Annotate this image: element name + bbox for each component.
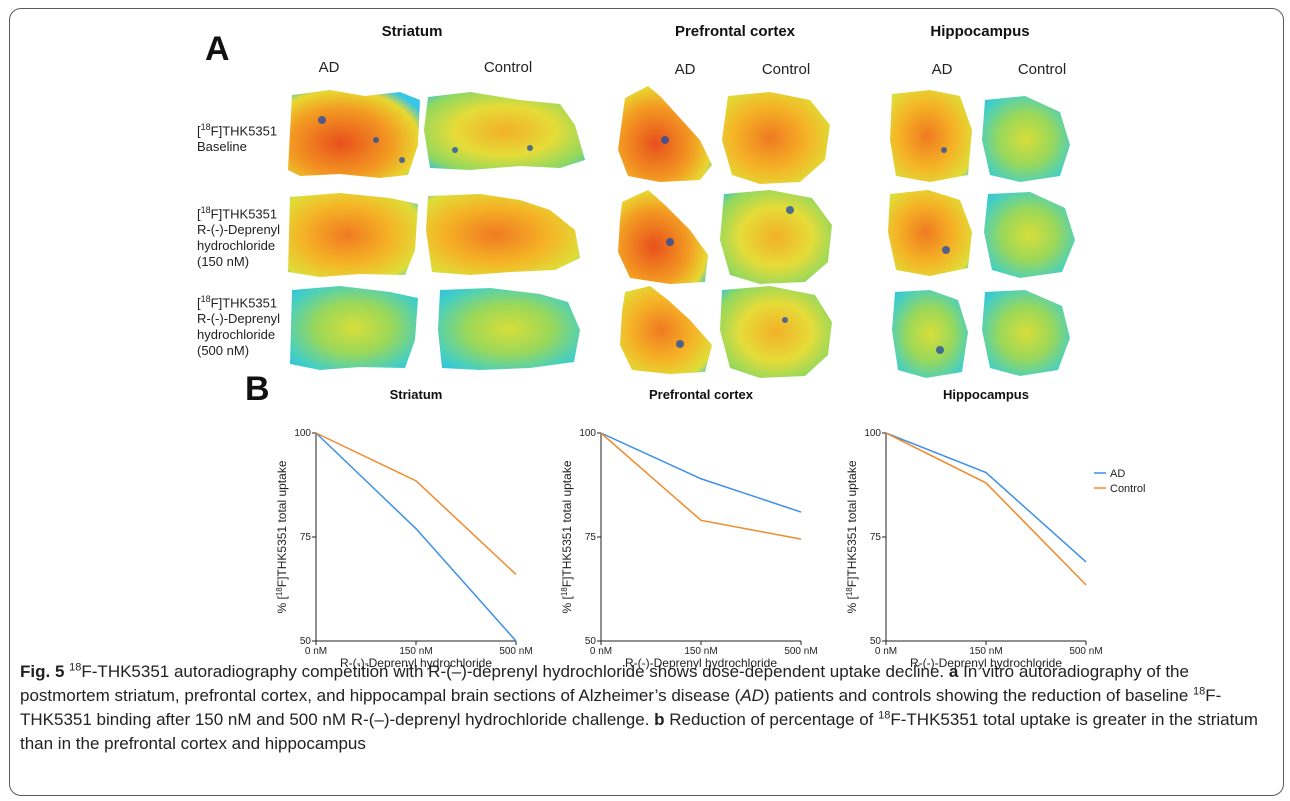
row-label-150nm: [18F]THK5351 R-(-)-Deprenyl hydrochlorid… bbox=[197, 205, 281, 270]
col-label-control-prefrontal: Control bbox=[761, 61, 811, 78]
col-label-control-striatum: Control bbox=[483, 59, 533, 76]
col-label-ad-prefrontal: AD bbox=[674, 61, 696, 78]
x-tick-label: 500 nM bbox=[1069, 646, 1102, 657]
chart-title: Prefrontal cortex bbox=[649, 387, 754, 402]
col-label-ad-hippocampus: AD bbox=[931, 61, 953, 78]
x-axis-label: R-(-)-Deprenyl hydrochloride bbox=[625, 656, 777, 670]
col-label-control-hippocampus: Control bbox=[1017, 61, 1067, 78]
panel-b-letter: B bbox=[245, 370, 270, 408]
series-line-control bbox=[600, 432, 802, 540]
x-axis-label: R-(-)-Deprenyl hydrochloride bbox=[340, 656, 492, 670]
panel-a-letter: A bbox=[205, 30, 230, 68]
y-axis-label: % [18F]THK5351 total uptake bbox=[845, 460, 859, 613]
series-line-ad bbox=[885, 432, 1087, 563]
region-title-hippocampus: Hippocampus bbox=[930, 23, 1030, 40]
x-axis-label: R-(-)-Deprenyl hydrochloride bbox=[910, 656, 1062, 670]
x-tick-label: 0 nM bbox=[590, 646, 612, 657]
region-title-striatum: Striatum bbox=[381, 23, 443, 40]
y-tick-label: 100 bbox=[864, 428, 881, 439]
chart-hippocampus: Hippocampus 50 75 100 0 nM 150 nM 500 nM R-(-)-… bbox=[845, 387, 1145, 670]
region-title-prefrontal: Prefrontal cortex bbox=[674, 23, 796, 40]
y-tick-label: 50 bbox=[585, 636, 597, 647]
figure-caption: Fig. 5 18F-THK5351 autoradiography compe… bbox=[20, 661, 1258, 753]
y-tick-label: 75 bbox=[585, 532, 597, 543]
x-tick-label: 150 nM bbox=[969, 646, 1002, 657]
y-tick-label: 75 bbox=[300, 532, 312, 543]
y-axis-label: % [18F]THK5351 total uptake bbox=[560, 460, 574, 613]
x-tick-label: 0 nM bbox=[875, 646, 897, 657]
legend-label-control: Control bbox=[1110, 483, 1145, 495]
chart-title: Hippocampus bbox=[943, 387, 1029, 402]
figure-frame bbox=[9, 8, 1284, 796]
y-axis-label: % [18F]THK5351 total uptake bbox=[275, 460, 289, 613]
col-label-ad-striatum: AD bbox=[318, 59, 340, 76]
x-tick-label: 500 nM bbox=[499, 646, 532, 657]
y-tick-label: 75 bbox=[870, 532, 882, 543]
row-label-500nm: [18F]THK5351 R-(-)-Deprenyl hydrochlorid… bbox=[197, 294, 281, 359]
x-tick-label: 150 nM bbox=[684, 646, 717, 657]
series-line-control bbox=[315, 432, 517, 575]
chart-striatum: Striatum 50 75 100 0 nM 150 nM 500 nM R-(-)-Dep… bbox=[275, 387, 533, 670]
x-tick-label: 500 nM bbox=[784, 646, 817, 657]
y-tick-label: 50 bbox=[870, 636, 882, 647]
series-line-control bbox=[885, 432, 1087, 586]
caption-fig-label: Fig. 5 bbox=[20, 662, 65, 681]
chart-prefrontal: Prefrontal cortex 50 75 100 0 nM 150 nM 500 nM… bbox=[560, 387, 818, 670]
series-line-ad bbox=[600, 432, 802, 513]
y-tick-label: 100 bbox=[294, 428, 311, 439]
row-label-baseline: [18F]THK5351 Baseline bbox=[197, 122, 278, 155]
y-tick-label: 50 bbox=[300, 636, 312, 647]
y-tick-label: 100 bbox=[579, 428, 596, 439]
x-tick-label: 150 nM bbox=[399, 646, 432, 657]
legend-label-ad: AD bbox=[1110, 468, 1125, 480]
x-tick-label: 0 nM bbox=[305, 646, 327, 657]
series-line-ad bbox=[315, 432, 517, 642]
chart-title: Striatum bbox=[390, 387, 443, 402]
